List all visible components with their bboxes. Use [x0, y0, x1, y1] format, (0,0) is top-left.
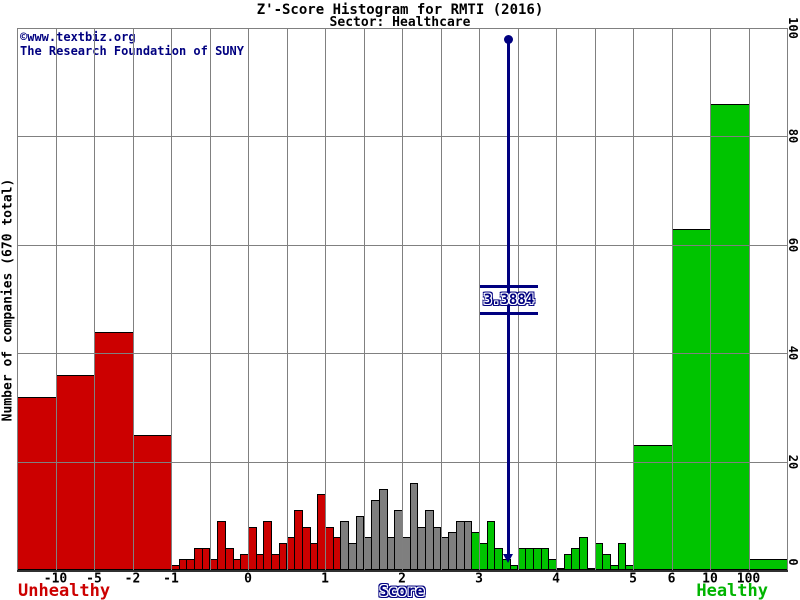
- gridline-horizontal: [17, 28, 787, 29]
- x-tick-label: 4: [552, 571, 560, 587]
- histogram-bar: [710, 103, 750, 570]
- x-tick-label: 100: [736, 571, 761, 587]
- marker-crossbar-top: [479, 285, 538, 288]
- histogram-bar: [748, 559, 788, 570]
- gridline-horizontal: [17, 244, 787, 246]
- x-tick-label: 3: [475, 571, 483, 587]
- watermark-link[interactable]: ©www.textbiz.org: [20, 30, 136, 44]
- unhealthy-zone-label: Unhealthy: [18, 581, 111, 600]
- gridline-vertical: [248, 28, 249, 570]
- gridline-vertical: [517, 28, 519, 570]
- histogram-bar: [224, 548, 234, 570]
- gridline-vertical: [633, 28, 634, 570]
- gridline-horizontal: [17, 461, 787, 463]
- gridline-vertical: [363, 28, 365, 570]
- gridline-vertical: [440, 28, 442, 570]
- gridline-horizontal: [17, 353, 787, 355]
- gridline-vertical: [556, 28, 557, 570]
- gridline-vertical: [132, 28, 134, 570]
- chart-subtitle: Sector: Healthcare: [329, 15, 471, 30]
- histogram-bar: [602, 553, 611, 570]
- gridline-vertical: [286, 28, 288, 570]
- histogram-bar: [486, 521, 496, 570]
- y-tick-label: 80: [786, 129, 800, 144]
- x-axis-label-score: Score: [379, 582, 425, 600]
- gridline-vertical: [402, 28, 403, 570]
- marker-arrowhead: [503, 554, 514, 563]
- x-tick-label: 5: [629, 571, 637, 587]
- y-tick-label: 0: [786, 558, 800, 566]
- marker-value-label: 3.3884: [483, 292, 535, 308]
- histogram-bar: [132, 434, 172, 570]
- healthy-zone-label: Healthy: [696, 581, 768, 600]
- gridline-vertical: [748, 28, 750, 570]
- histogram-bar: [671, 228, 711, 570]
- histogram-bar: [17, 396, 57, 570]
- marker-line: [507, 40, 511, 556]
- x-tick-label: 0: [244, 571, 252, 587]
- y-tick-label: 60: [786, 237, 800, 253]
- x-tick-label: 6: [667, 571, 676, 587]
- y-tick-label: 20: [786, 454, 800, 469]
- watermark-foundation: The Research Foundation of SUNY: [20, 44, 244, 58]
- gridline-vertical: [594, 28, 596, 570]
- x-tick-label: -2: [124, 571, 141, 587]
- x-tick-label: 1: [321, 571, 329, 587]
- x-tick-label: -1: [163, 571, 179, 587]
- gridline-vertical: [787, 28, 788, 570]
- gridline-vertical: [671, 28, 673, 570]
- x-tick-label: 10: [702, 571, 718, 587]
- histogram-bar: [579, 537, 588, 570]
- y-tick-label: 40: [786, 345, 800, 361]
- histogram-bar: [494, 548, 504, 570]
- chart-title: Z'-Score Histogram for RMTI (2016): [256, 2, 544, 18]
- x-tick-label: -10: [43, 571, 68, 587]
- marker-crossbar-bottom: [479, 312, 538, 315]
- histogram-bar: [617, 542, 627, 570]
- gridline-vertical: [55, 28, 57, 570]
- y-tick-label: 100: [786, 17, 800, 39]
- histogram-bar: [217, 521, 226, 570]
- histogram-bar: [55, 374, 95, 570]
- x-tick-label: -5: [86, 571, 102, 587]
- histogram-bar: [540, 548, 550, 570]
- histogram-bar: [263, 521, 273, 570]
- histogram-bar: [94, 331, 134, 570]
- x-tick-label: 2: [398, 571, 406, 587]
- histogram-bar: [378, 488, 388, 570]
- marker-dot: [504, 35, 514, 44]
- x-axis-line: [17, 570, 788, 572]
- gridline-vertical: [710, 28, 711, 570]
- gridline-horizontal: [17, 136, 787, 138]
- gridline-vertical: [171, 28, 172, 570]
- histogram-bar: [633, 445, 673, 570]
- gridline-vertical: [94, 28, 95, 570]
- gridline-vertical: [209, 28, 211, 570]
- gridline-vertical: [17, 28, 18, 570]
- gridline-vertical: [325, 28, 326, 570]
- gridline-vertical: [479, 28, 480, 570]
